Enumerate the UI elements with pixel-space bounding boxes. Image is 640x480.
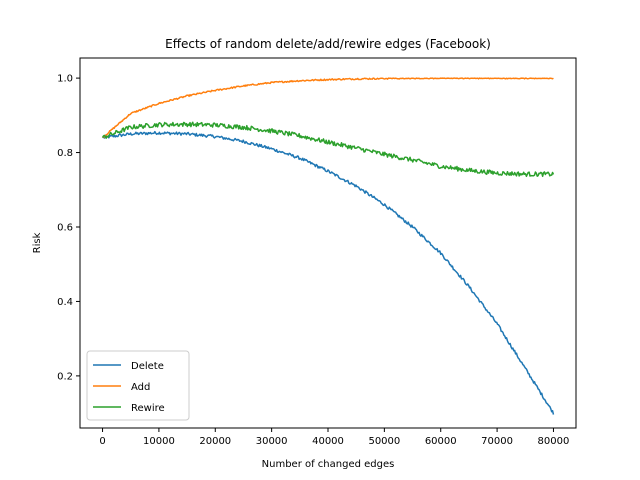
x-tick-label: 40000: [312, 436, 344, 447]
x-tick-label: 80000: [538, 436, 570, 447]
legend-box: [86, 350, 190, 421]
y-tick-label: 1.0: [57, 74, 73, 85]
y-tick-label: 0.2: [57, 371, 73, 382]
x-tick-label: 70000: [481, 436, 513, 447]
legend-label-add: Add: [131, 382, 150, 393]
series-layer: [101, 77, 555, 415]
x-tick-label: 30000: [256, 436, 288, 447]
y-axis-ticks: 0.2 0.4 0.6 0.8 1.0: [57, 74, 80, 382]
x-tick-label: 0: [99, 436, 105, 447]
series-line-rewire: [101, 121, 555, 178]
legend-label-rewire: Rewire: [131, 403, 165, 414]
y-tick-label: 0.4: [57, 297, 73, 308]
legend: Delete Add Rewire: [86, 350, 190, 421]
x-tick-label: 60000: [425, 436, 457, 447]
x-tick-label: 10000: [143, 436, 175, 447]
x-tick-label: 20000: [199, 436, 231, 447]
y-tick-label: 0.6: [57, 222, 73, 233]
series-line-delete: [102, 130, 555, 415]
chart-title: Effects of random delete/add/rewire edge…: [165, 37, 491, 51]
x-axis-label: Number of changed edges: [262, 459, 395, 470]
y-axis-label: Risk: [32, 232, 43, 253]
y-tick-label: 0.8: [57, 148, 73, 159]
series-line-add: [102, 77, 554, 139]
legend-label-delete: Delete: [131, 361, 164, 372]
x-axis-ticks: 0 10000 20000 30000 40000 50000 60000 70000 8000…: [99, 428, 569, 447]
x-tick-label: 50000: [368, 436, 400, 447]
